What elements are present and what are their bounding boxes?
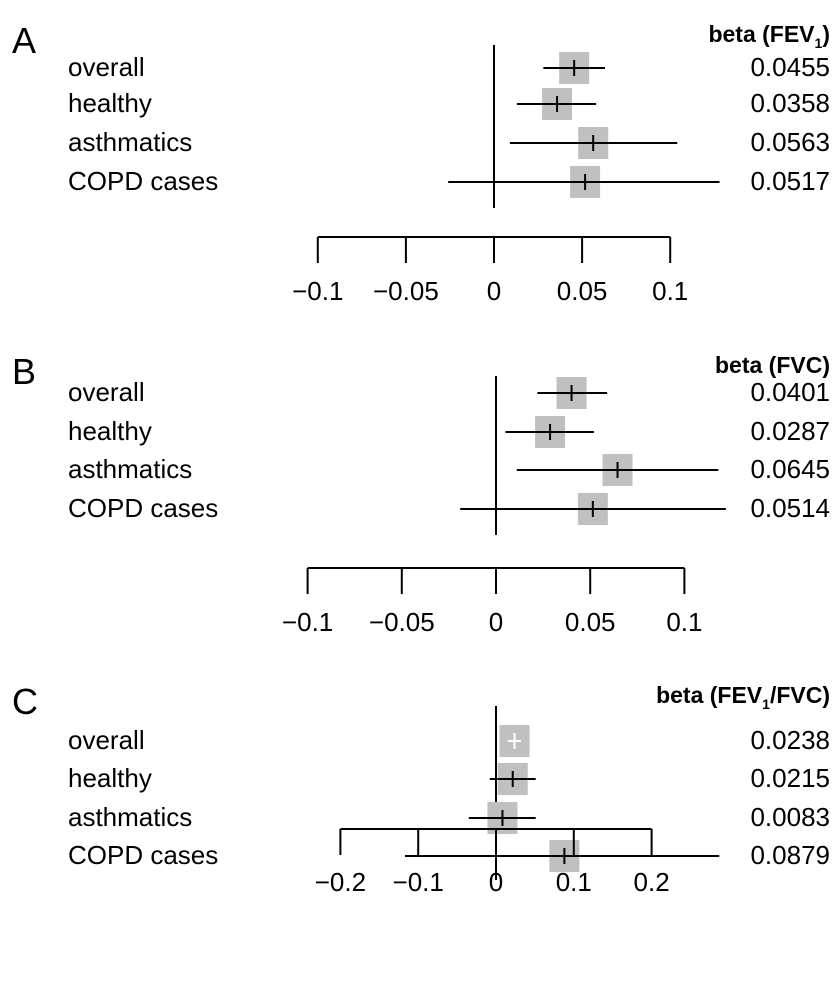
panel-label: C bbox=[12, 681, 38, 722]
row-beta-value: 0.0563 bbox=[750, 127, 830, 157]
row-label: asthmatics bbox=[68, 454, 192, 484]
x-tick-label: 0 bbox=[489, 607, 503, 637]
x-tick-label: 0.1 bbox=[666, 607, 702, 637]
row-label: healthy bbox=[68, 763, 152, 793]
beta-header: beta (FVC) bbox=[715, 352, 830, 378]
row-beta-value: 0.0517 bbox=[750, 166, 830, 196]
x-tick-label: −0.1 bbox=[292, 276, 343, 306]
row-label: COPD cases bbox=[68, 840, 218, 870]
row-beta-value: 0.0358 bbox=[750, 88, 830, 118]
panel-label: B bbox=[12, 351, 36, 392]
row-label: overall bbox=[68, 377, 145, 407]
row-label: overall bbox=[68, 52, 145, 82]
row-label: healthy bbox=[68, 416, 152, 446]
row-label: COPD cases bbox=[68, 493, 218, 523]
x-tick-label: −0.2 bbox=[315, 867, 366, 897]
row-beta-value: 0.0401 bbox=[750, 377, 830, 407]
row-beta-value: 0.0879 bbox=[750, 840, 830, 870]
x-tick-label: 0.05 bbox=[557, 276, 608, 306]
x-tick-label: 0.05 bbox=[565, 607, 616, 637]
row-label: overall bbox=[68, 725, 145, 755]
beta-header: beta (FEV1) bbox=[708, 21, 830, 51]
row-beta-value: 0.0083 bbox=[750, 802, 830, 832]
x-tick-label: 0 bbox=[487, 276, 501, 306]
x-tick-label: −0.05 bbox=[369, 607, 435, 637]
x-tick-label: 0 bbox=[489, 867, 503, 897]
row-beta-value: 0.0287 bbox=[750, 416, 830, 446]
x-tick-label: −0.1 bbox=[282, 607, 333, 637]
x-tick-label: −0.1 bbox=[393, 867, 444, 897]
row-beta-value: 0.0215 bbox=[750, 763, 830, 793]
row-label: COPD cases bbox=[68, 166, 218, 196]
x-tick-label: 0.1 bbox=[652, 276, 688, 306]
panel-label: A bbox=[12, 20, 36, 61]
beta-header: beta (FEV1/FVC) bbox=[656, 682, 830, 712]
row-label: healthy bbox=[68, 88, 152, 118]
row-beta-value: 0.0238 bbox=[750, 725, 830, 755]
x-tick-label: 0.2 bbox=[634, 867, 670, 897]
x-tick-label: 0.1 bbox=[556, 867, 592, 897]
row-beta-value: 0.0514 bbox=[750, 493, 830, 523]
x-tick-label: −0.05 bbox=[373, 276, 439, 306]
row-label: asthmatics bbox=[68, 127, 192, 157]
row-beta-value: 0.0645 bbox=[750, 454, 830, 484]
row-beta-value: 0.0455 bbox=[750, 52, 830, 82]
row-label: asthmatics bbox=[68, 802, 192, 832]
